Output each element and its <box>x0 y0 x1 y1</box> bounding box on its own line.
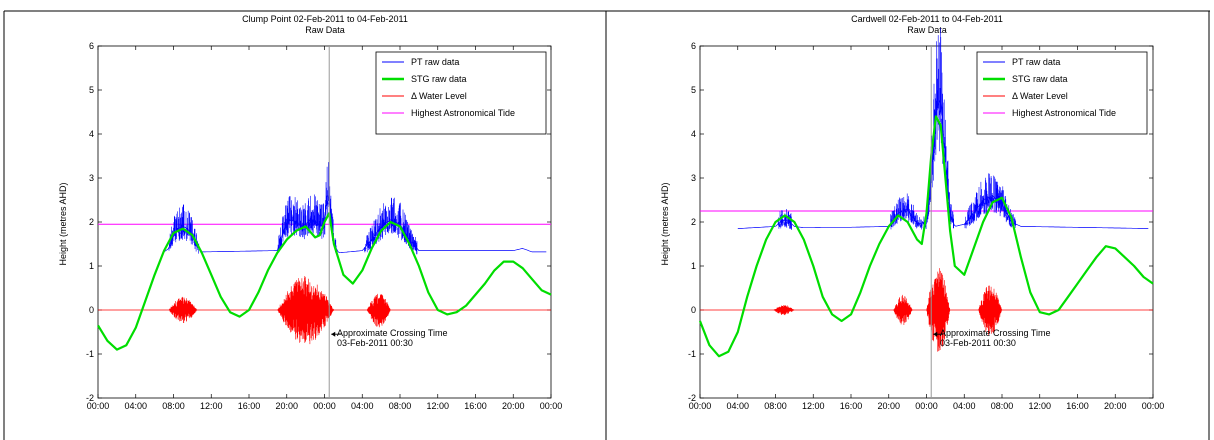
legend: PT raw data STG raw data Δ Water Level H… <box>976 51 1148 135</box>
y-tick-label: 4 <box>89 129 94 139</box>
x-tick-label: 00:00 <box>1142 401 1165 411</box>
x-tick-label: 00:00 <box>87 401 110 411</box>
stg-series <box>97 212 552 351</box>
y-tick-label: -2 <box>688 393 696 403</box>
x-tick-label: 12:00 <box>802 401 825 411</box>
chart-panel-clump-point: Clump Point 02-Feb-2011 to 04-Feb-2011 R… <box>58 14 562 411</box>
x-tick-label: 20:00 <box>1104 401 1127 411</box>
y-tick-label: -2 <box>86 393 94 403</box>
x-tick-label: 08:00 <box>162 401 185 411</box>
y-tick-label: -1 <box>86 349 94 359</box>
y-tick-label: 0 <box>691 305 696 315</box>
legend-label-pt: PT raw data <box>1012 57 1060 67</box>
x-tick-label: 20:00 <box>275 401 298 411</box>
chart-subtitle: Raw Data <box>907 25 947 35</box>
x-tick-label: 16:00 <box>238 401 261 411</box>
y-tick-label: 3 <box>691 173 696 183</box>
x-tick-label: 00:00 <box>689 401 712 411</box>
chart-title: Clump Point 02-Feb-2011 to 04-Feb-2011 <box>242 14 408 24</box>
legend-label-delta: Δ Water Level <box>1012 91 1068 101</box>
legend-label-stg: STG raw data <box>411 74 467 84</box>
legend-label-hat: Highest Astronomical Tide <box>1012 108 1116 118</box>
legend-label-delta: Δ Water Level <box>411 91 467 101</box>
legend-label-stg: STG raw data <box>1012 74 1068 84</box>
y-axis-label: Height (metres AHD) <box>58 182 68 265</box>
x-tick-label: 12:00 <box>1028 401 1051 411</box>
annotation-line2: 03-Feb-2011 00:30 <box>940 338 1016 348</box>
y-tick-label: 6 <box>89 41 94 51</box>
y-tick-label: 0 <box>89 305 94 315</box>
x-tick-label: 08:00 <box>764 401 787 411</box>
pt-series-base <box>163 194 547 254</box>
y-tick-label: 6 <box>691 41 696 51</box>
chart-subtitle: Raw Data <box>305 25 345 35</box>
chart-panel-cardwell: Cardwell 02-Feb-2011 to 04-Feb-2011 Raw … <box>660 14 1164 411</box>
x-tick-label: 16:00 <box>1066 401 1089 411</box>
pt-series-noise <box>168 162 418 255</box>
x-tick-label: 00:00 <box>915 401 938 411</box>
x-tick-label: 04:00 <box>953 401 976 411</box>
x-tick-label: 00:00 <box>313 401 336 411</box>
delta-series <box>773 268 1003 352</box>
annotation-line1: Approximate Crossing Time <box>940 328 1051 338</box>
x-tick-label: 08:00 <box>389 401 412 411</box>
y-tick-label: 1 <box>89 261 94 271</box>
x-tick-label: 16:00 <box>840 401 863 411</box>
delta-series <box>168 276 391 345</box>
legend: PT raw data STG raw data Δ Water Level H… <box>375 51 547 135</box>
annotation-arrowhead <box>331 331 336 337</box>
y-tick-label: 2 <box>691 217 696 227</box>
x-tick-label: 20:00 <box>877 401 900 411</box>
y-tick-label: 5 <box>89 85 94 95</box>
x-tick-label: 04:00 <box>726 401 749 411</box>
y-tick-label: 3 <box>89 173 94 183</box>
annotation-line2: 03-Feb-2011 00:30 <box>337 338 413 348</box>
annotation-line1: Approximate Crossing Time <box>337 328 448 338</box>
legend-label-hat: Highest Astronomical Tide <box>411 108 515 118</box>
y-tick-label: 2 <box>89 217 94 227</box>
y-tick-label: 1 <box>691 261 696 271</box>
x-tick-label: 12:00 <box>426 401 449 411</box>
x-tick-label: 04:00 <box>351 401 374 411</box>
chart-title: Cardwell 02-Feb-2011 to 04-Feb-2011 <box>851 14 1003 24</box>
x-tick-label: 16:00 <box>464 401 487 411</box>
annotation-arrowhead <box>933 331 938 337</box>
x-tick-label: 08:00 <box>991 401 1014 411</box>
y-tick-label: -1 <box>688 349 696 359</box>
legend-label-pt: PT raw data <box>411 57 459 67</box>
x-tick-label: 12:00 <box>200 401 223 411</box>
y-tick-label: 4 <box>691 129 696 139</box>
x-tick-label: 20:00 <box>502 401 525 411</box>
y-axis-label: Height (metres AHD) <box>660 182 670 265</box>
legend-box <box>976 51 1148 135</box>
y-tick-label: 5 <box>691 85 696 95</box>
x-tick-label: 00:00 <box>540 401 563 411</box>
legend-box <box>375 51 547 135</box>
x-tick-label: 04:00 <box>124 401 147 411</box>
